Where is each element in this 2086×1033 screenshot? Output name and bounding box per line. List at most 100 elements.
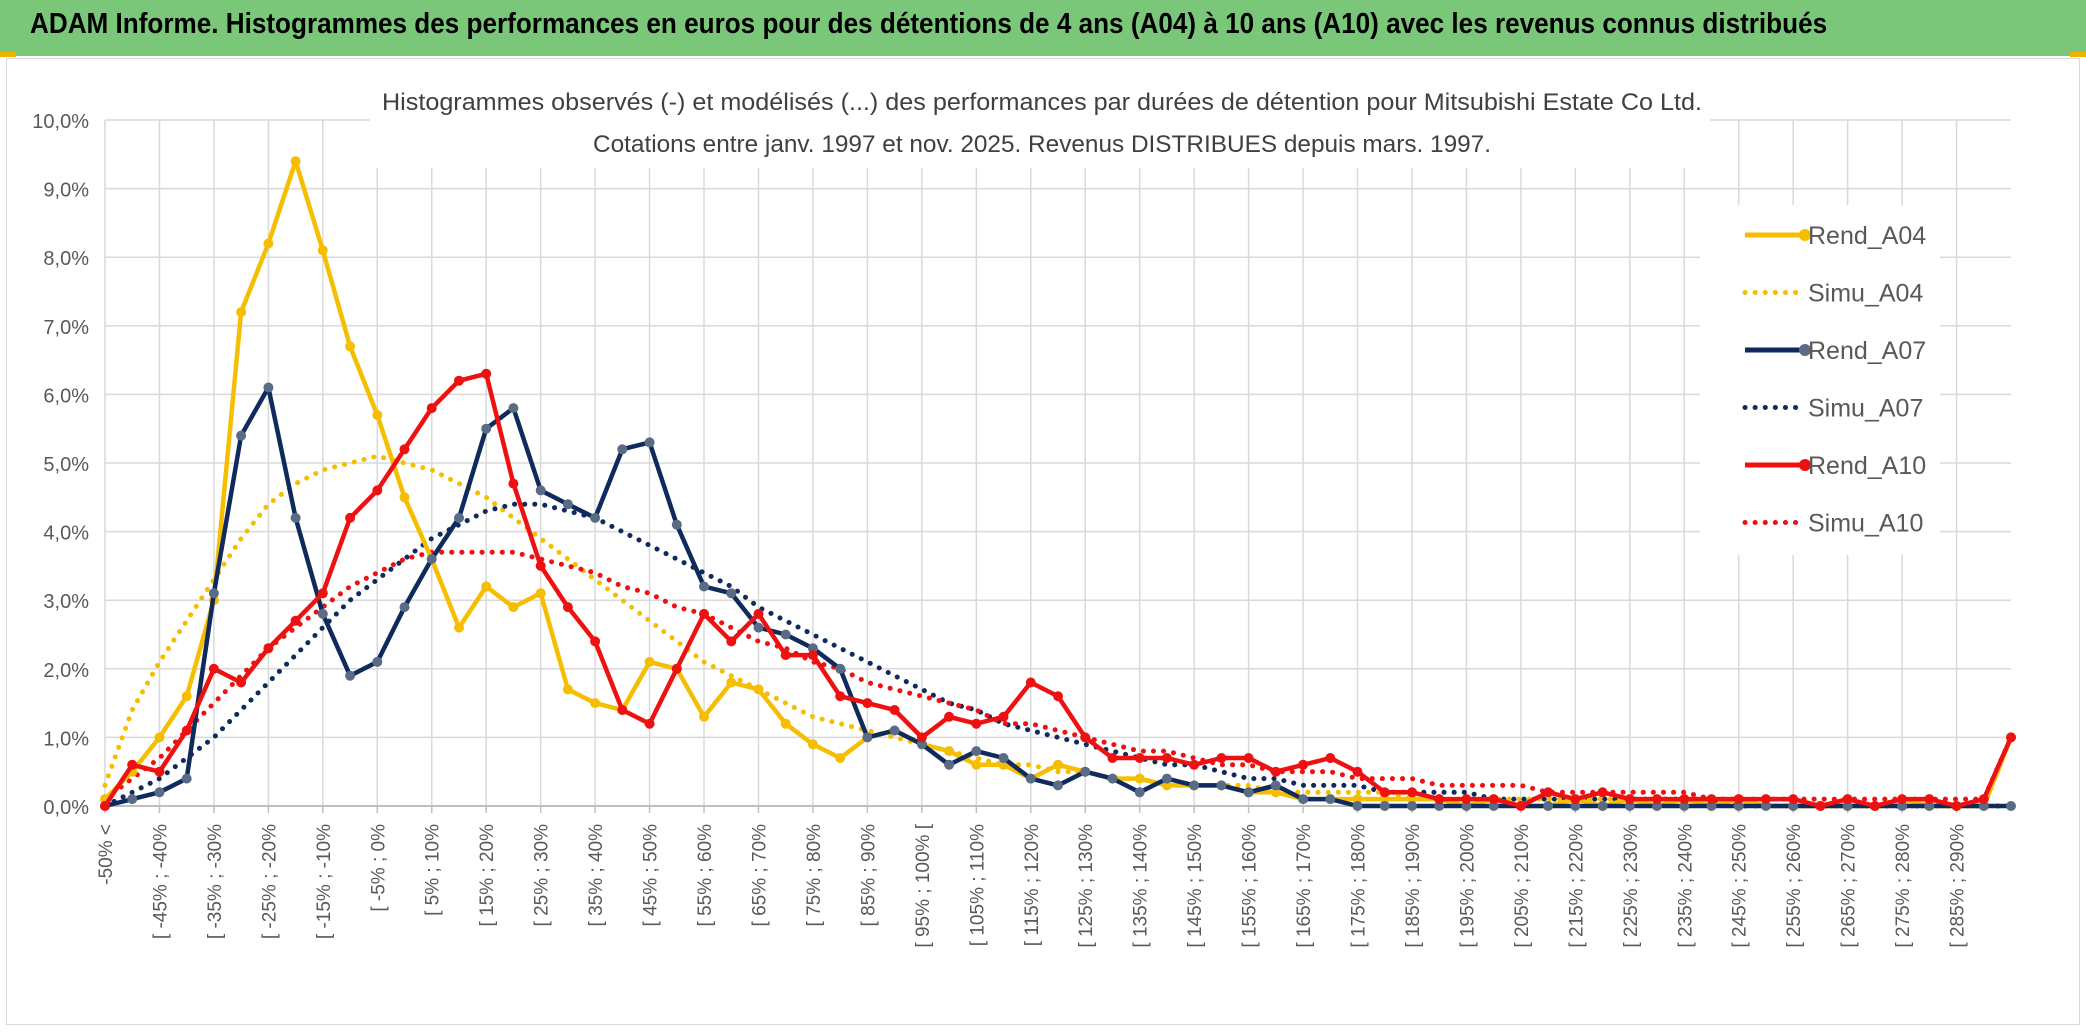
x-tick-label: [ 235% ; 240% — [1675, 824, 1696, 948]
data-point-rend-a10 — [862, 698, 873, 709]
data-point-rend-a07 — [862, 732, 873, 743]
data-point-rend-a07 — [944, 759, 955, 770]
data-point-rend-a10 — [372, 485, 383, 496]
data-point-rend-a07 — [535, 485, 546, 496]
x-tick-label: [ 165% ; 170% — [1294, 824, 1315, 948]
data-point-rend-a10 — [1733, 794, 1744, 805]
data-point-rend-a07 — [1897, 801, 1908, 811]
data-point-rend-a10 — [454, 375, 464, 386]
data-point-rend-a04 — [508, 602, 519, 613]
data-point-rend-a07 — [426, 554, 437, 564]
series-group — [100, 156, 2016, 811]
data-point-rend-a04 — [1134, 773, 1145, 784]
data-point-rend-a07 — [1543, 801, 1554, 811]
data-point-rend-a04 — [317, 245, 328, 256]
data-point-rend-a10 — [1025, 677, 1036, 688]
y-tick-label: 9,0% — [43, 180, 89, 202]
data-point-rend-a07 — [345, 670, 356, 681]
y-tick-label: 1,0% — [43, 728, 89, 750]
x-tick-label: [ 105% ; 110% — [967, 824, 988, 946]
data-point-rend-a10 — [399, 444, 410, 455]
data-point-rend-a04 — [807, 739, 818, 750]
y-tick-label: 0,0% — [43, 797, 89, 819]
title-background — [370, 78, 1710, 168]
data-point-rend-a07 — [1189, 780, 1200, 791]
data-point-rend-a07 — [1434, 801, 1445, 811]
data-point-rend-a07 — [835, 663, 846, 674]
data-point-rend-a07 — [780, 629, 791, 640]
data-point-rend-a07 — [181, 773, 192, 784]
data-point-rend-a10 — [263, 643, 274, 654]
data-point-rend-a10 — [617, 705, 628, 715]
x-tick-label: [ 45% ; 50% — [641, 824, 662, 927]
data-point-rend-a10 — [127, 759, 138, 770]
data-point-rend-a10 — [1488, 794, 1499, 805]
data-point-rend-a10 — [1134, 753, 1145, 763]
data-point-rend-a04 — [644, 656, 655, 667]
data-point-rend-a07 — [1570, 801, 1581, 811]
data-point-rend-a10 — [1243, 753, 1254, 763]
legend-label-simu-a10: Simu_A10 — [1808, 510, 1923, 538]
x-tick-label: [ -35% ; -30% — [205, 824, 226, 939]
data-point-rend-a10 — [1788, 794, 1799, 805]
data-point-rend-a10 — [1434, 794, 1445, 805]
x-tick-label: [ 95% ; 100% [ — [913, 823, 934, 947]
data-point-rend-a07 — [617, 444, 628, 455]
data-point-rend-a04 — [1270, 787, 1281, 798]
data-point-rend-a04 — [699, 711, 709, 722]
data-point-rend-a04 — [263, 238, 274, 249]
data-point-rend-a10 — [426, 403, 437, 414]
y-axis-tick-labels: 0,0% 1,0% 2,0% 3,0% 4,0% 5,0% 6,0% 7,0% 8,0% 9,0%… — [32, 111, 89, 819]
data-point-rend-a10 — [1869, 801, 1880, 811]
x-tick-label: [ 75% ; 80% — [804, 824, 825, 927]
data-point-rend-a07 — [1025, 773, 1036, 784]
x-tick-label: [ 35% ; 40% — [586, 824, 607, 927]
data-point-rend-a10 — [236, 677, 247, 688]
data-point-rend-a04 — [944, 746, 955, 757]
data-point-rend-a10 — [208, 663, 219, 674]
x-tick-label: -50% < — [96, 824, 117, 885]
data-point-rend-a07 — [1216, 780, 1227, 791]
data-point-rend-a07 — [481, 423, 492, 434]
y-tick-label: 3,0% — [43, 591, 89, 613]
data-point-rend-a10 — [1652, 794, 1662, 805]
data-point-rend-a07 — [753, 622, 764, 633]
x-tick-label: [ 25% ; 30% — [532, 824, 553, 927]
y-tick-label: 8,0% — [43, 248, 89, 270]
data-point-rend-a10 — [1107, 753, 1118, 763]
legend-label-rend-a10: Rend_A10 — [1808, 452, 1926, 480]
data-point-rend-a10 — [1706, 794, 1717, 805]
title-banner: ADAM Informe. Histogrammes des performan… — [0, 0, 2086, 56]
data-point-rend-a04 — [726, 677, 737, 688]
x-tick-label: [ 285% ; 290% — [1948, 824, 1969, 948]
legend-marker-rend-a10 — [1799, 459, 1811, 471]
y-tick-label: 2,0% — [43, 660, 89, 682]
legend-label-simu-a07: Simu_A07 — [1808, 395, 1923, 423]
x-tick-label: [ -15% ; -10% — [314, 824, 335, 939]
x-tick-label: [ 175% ; 180% — [1349, 824, 1370, 948]
data-point-rend-a10 — [699, 608, 709, 619]
data-point-rend-a07 — [1842, 801, 1853, 811]
x-tick-label: [ 85% ; 90% — [858, 824, 879, 927]
data-point-rend-a10 — [998, 711, 1009, 722]
data-point-rend-a10 — [2006, 732, 2016, 743]
data-point-rend-a10 — [290, 615, 301, 626]
data-point-rend-a07 — [236, 430, 247, 441]
data-point-rend-a10 — [753, 608, 764, 619]
data-point-rend-a07 — [208, 588, 219, 599]
x-tick-label: [ 275% ; 280% — [1893, 824, 1914, 948]
data-point-rend-a07 — [399, 602, 410, 613]
data-point-rend-a07 — [263, 382, 274, 393]
x-tick-label: [ 215% ; 220% — [1566, 824, 1587, 948]
data-point-rend-a07 — [1134, 787, 1145, 798]
accent-bar-right — [2070, 52, 2086, 57]
data-point-rend-a10 — [317, 588, 328, 599]
data-point-rend-a07 — [1652, 801, 1662, 811]
data-point-rend-a10 — [1216, 753, 1227, 763]
data-point-rend-a07 — [971, 746, 982, 757]
data-point-rend-a10 — [780, 650, 791, 661]
data-point-rend-a04 — [780, 718, 791, 729]
data-point-rend-a10 — [1379, 787, 1390, 798]
y-tick-label: 7,0% — [43, 317, 89, 339]
data-point-rend-a10 — [508, 478, 519, 489]
